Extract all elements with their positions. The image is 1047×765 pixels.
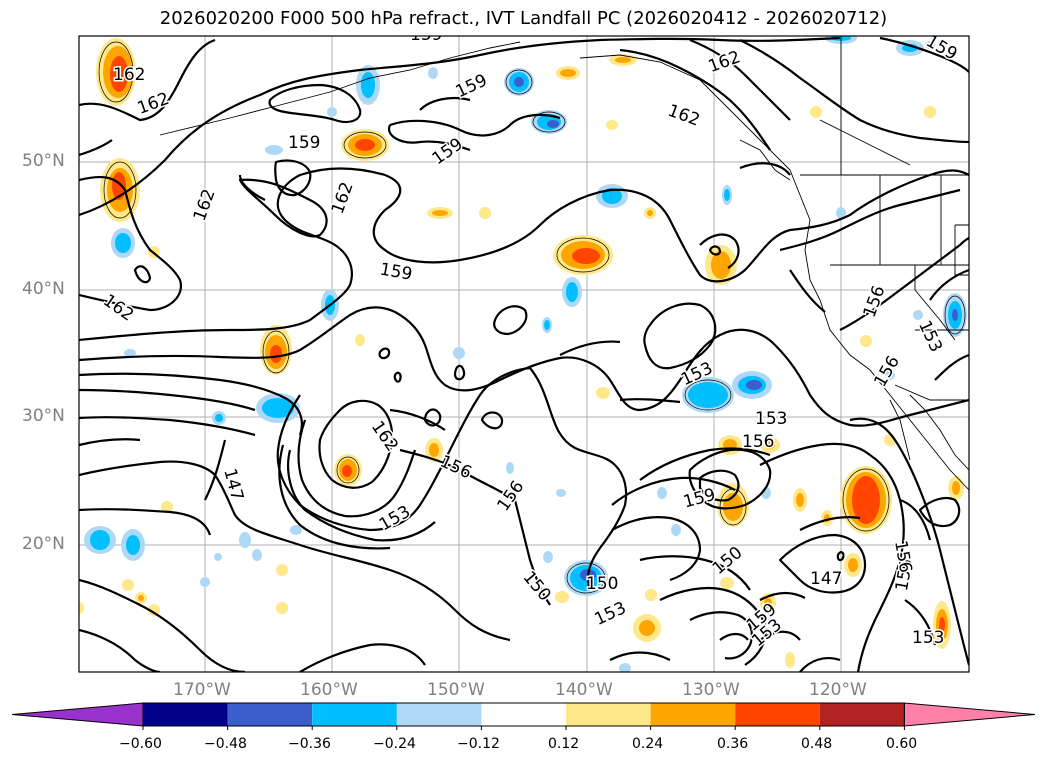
colorbar-tick-label: −0.12 xyxy=(457,736,500,752)
lon-label-150w: 150°W xyxy=(427,680,485,700)
colorbar-segment xyxy=(566,703,651,726)
colorbar-tick-label: 0.48 xyxy=(801,736,833,752)
contour-lines xyxy=(79,36,969,672)
colorbar-frame xyxy=(142,702,905,727)
colorbar-segment xyxy=(735,703,820,726)
lon-label-170w: 170°W xyxy=(173,680,231,700)
colorbar-under-triangle xyxy=(11,702,144,727)
lat-label-30: 30°N xyxy=(22,406,65,426)
colorbar-tick-label: 0.36 xyxy=(717,736,749,752)
colorbar-segment xyxy=(312,703,397,726)
lon-label-130w: 130°W xyxy=(682,680,740,700)
negative-anomaly-fills xyxy=(84,36,967,672)
colorbar-tick-label: −0.24 xyxy=(373,736,416,752)
contour-label: 150 xyxy=(586,574,618,594)
contour-label: 153 xyxy=(755,409,787,429)
contour-label: 162 xyxy=(113,65,145,85)
lat-label-50: 50°N xyxy=(22,151,65,171)
lon-label-120w: 120°W xyxy=(809,680,867,700)
colorbar-tick-label: 0.60 xyxy=(886,736,918,752)
colorbar-tick-label: −0.48 xyxy=(204,736,247,752)
anomaly-outlines xyxy=(98,41,966,594)
map-area xyxy=(79,36,969,672)
colorbar-tick-label: −0.36 xyxy=(288,736,331,752)
colorbar-segment xyxy=(819,703,905,726)
contour-label: 147 xyxy=(219,466,247,503)
lat-label-20: 20°N xyxy=(22,534,65,554)
colorbar-segment xyxy=(396,703,482,726)
colorbar-tick-label: 0.12 xyxy=(548,736,580,752)
contour-label: 153 xyxy=(912,628,944,648)
map-title: 2026020200 F000 500 hPa refract., IVT La… xyxy=(159,8,888,29)
colorbar-tick-label: −0.60 xyxy=(119,736,162,752)
colorbar xyxy=(11,702,1036,730)
contour-label: 147 xyxy=(810,569,842,589)
positive-anomaly-fills xyxy=(79,38,964,668)
coastlines xyxy=(159,36,969,491)
contour-label: 159 xyxy=(288,133,320,153)
colorbar-segment xyxy=(143,703,228,726)
lon-label-160w: 160°W xyxy=(300,680,358,700)
colorbar-over-triangle xyxy=(903,702,1036,727)
contour-label: 156 xyxy=(742,432,774,452)
colorbar-segment xyxy=(481,703,566,726)
colorbar-segment xyxy=(650,703,736,726)
colorbar-segment xyxy=(227,703,313,726)
lon-label-140w: 140°W xyxy=(555,680,613,700)
colorbar-tick-label: 0.24 xyxy=(632,736,664,752)
map-frame xyxy=(78,35,970,673)
contour-label: 159 xyxy=(410,25,442,45)
lat-label-40: 40°N xyxy=(22,279,65,299)
